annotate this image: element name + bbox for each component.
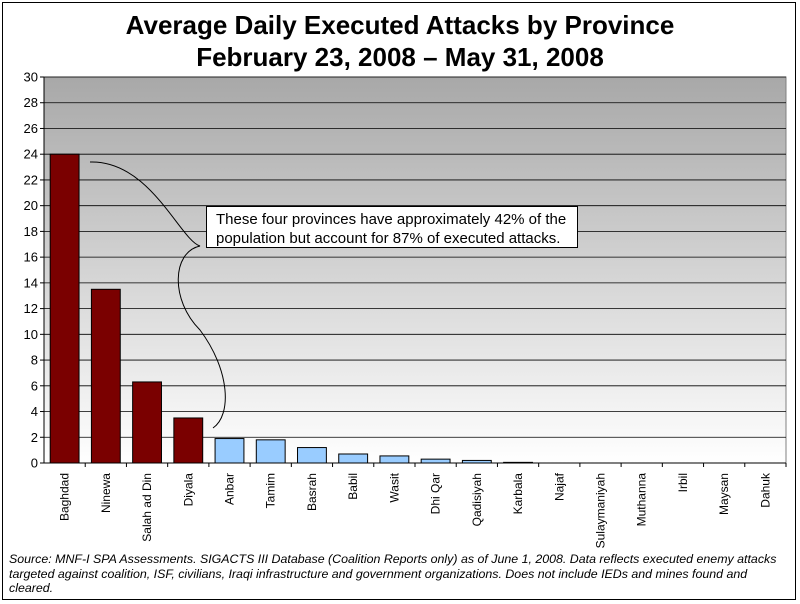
y-tick-label: 2 — [31, 430, 38, 445]
bar-diyala — [173, 417, 204, 464]
x-tick-label: Karbala — [511, 473, 525, 515]
bar-babil — [338, 453, 369, 464]
x-tick-label: Tamim — [264, 473, 278, 508]
y-tick-label: 28 — [24, 95, 38, 110]
x-tick-label: Babil — [346, 473, 360, 500]
y-tick-label: 14 — [24, 275, 38, 290]
x-tick-label: Dhi Qar — [429, 473, 443, 514]
x-tick-label: Salah ad Din — [140, 473, 154, 542]
x-tick-label: Wasit — [387, 472, 401, 502]
bar-salah-ad-din — [132, 381, 162, 464]
y-tick-label: 30 — [24, 70, 38, 85]
source-note: Source: MNF-I SPA Assessments. SIGACTS I… — [9, 552, 777, 595]
y-tick-label: 22 — [24, 172, 38, 187]
bar-dhi-qar — [420, 458, 451, 464]
y-tick-label: 24 — [24, 147, 38, 162]
y-tick-label: 10 — [24, 327, 38, 342]
x-tick-label: Muthanna — [635, 473, 649, 527]
x-tick-label: Maysan — [717, 473, 731, 515]
bar-basrah — [297, 447, 327, 464]
x-tick-label: Ninewa — [99, 473, 113, 513]
y-tick-label: 20 — [24, 198, 38, 213]
y-tick-label: 4 — [31, 404, 38, 419]
bar-wasit — [379, 455, 410, 464]
x-tick-label: Basrah — [305, 473, 319, 511]
y-tick-label: 6 — [31, 378, 38, 393]
x-tick-label: Anbar — [223, 473, 237, 505]
bar-anbar — [214, 438, 245, 464]
x-tick-label: Baghdad — [58, 473, 72, 521]
x-tick-label: Najaf — [552, 472, 566, 501]
bar-ninewa — [90, 288, 121, 464]
bar-baghdad — [49, 153, 80, 464]
y-tick-label: 18 — [24, 224, 38, 239]
y-tick-label: 26 — [24, 121, 38, 136]
x-tick-label: Sulaymaniyah — [594, 473, 608, 548]
x-tick-label: Dahuk — [758, 472, 772, 508]
bar-qadisiyah — [461, 459, 492, 464]
y-tick-label: 16 — [24, 250, 38, 265]
y-tick-label: 8 — [31, 353, 38, 368]
y-tick-label: 12 — [24, 301, 38, 316]
bar-tamim — [255, 439, 286, 464]
y-tick-label: 0 — [31, 456, 38, 471]
annotation-box: These four provinces have approximately … — [206, 206, 578, 248]
x-tick-label: Irbil — [676, 473, 690, 492]
bar-karbala — [503, 461, 533, 464]
annotation-bracket — [89, 161, 226, 429]
x-tick-label: Qadisiyah — [470, 473, 484, 526]
chart-title: Average Daily Executed Attacks by Provin… — [125, 10, 675, 40]
x-tick-label: Diyala — [181, 473, 195, 507]
chart-subtitle: February 23, 2008 – May 31, 2008 — [196, 42, 604, 72]
